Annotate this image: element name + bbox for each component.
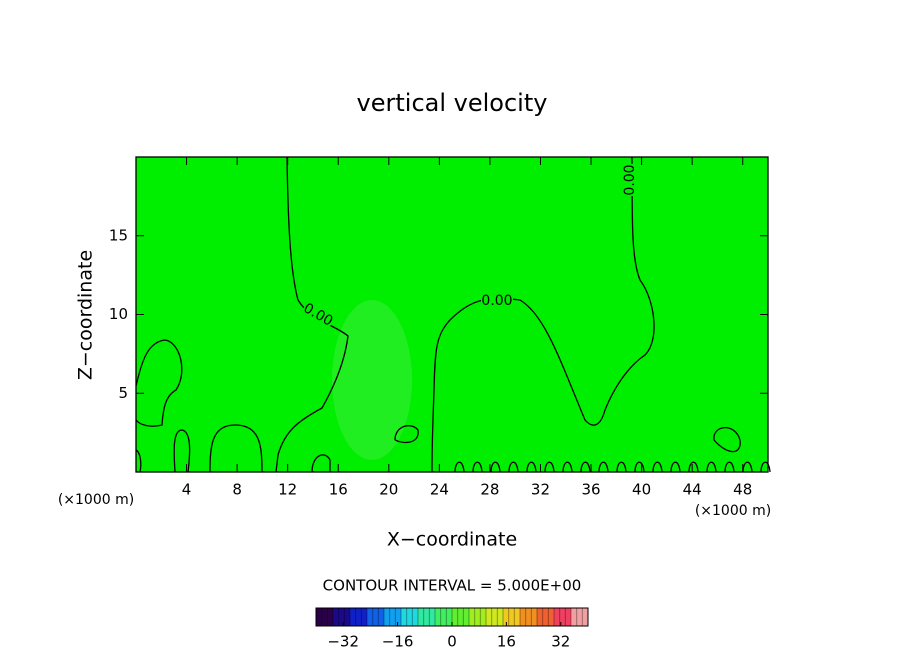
x-tick-label: 40: [632, 481, 651, 499]
contour-interval: CONTOUR INTERVAL = 5.000E+00: [323, 577, 582, 595]
colorbar-cell: [520, 608, 538, 626]
contour-line: [209, 424, 263, 473]
field: [136, 157, 768, 472]
contour-line: [688, 461, 699, 473]
colorbar-cell: [367, 608, 385, 626]
contour-label-bg: [622, 164, 638, 196]
contour-line: [472, 461, 483, 473]
contour-line: [526, 461, 537, 473]
colorbar-cell: [401, 608, 419, 626]
x-tick-label: 36: [581, 481, 600, 499]
x-tick-label: 8: [232, 481, 242, 499]
colorbar-tick-label: 0: [447, 633, 457, 651]
colorbar-cell: [418, 608, 436, 626]
contour-label-bg: [300, 300, 336, 330]
colorbar-cell: [503, 608, 521, 626]
contour-line: [652, 461, 663, 473]
colorbar-cell: [469, 608, 487, 626]
contour-line: [634, 461, 645, 473]
x-tick-label: 20: [379, 481, 398, 499]
colorbar-cell: [384, 608, 402, 626]
colorbar-tick-label: 32: [551, 633, 570, 651]
contour-line: [311, 454, 331, 473]
y-tick-label: 5: [118, 384, 128, 402]
contour-line: [508, 461, 519, 473]
contour-line: [724, 461, 735, 473]
contour-line: [431, 156, 655, 473]
colorbar-tick-label: −16: [382, 633, 414, 651]
colorbar-cell: [554, 608, 572, 626]
colorbar-cell: [452, 608, 470, 626]
colorbar-cell: [350, 608, 368, 626]
contour-line: [760, 461, 771, 473]
chart-title: vertical velocity: [357, 89, 548, 117]
x-tick-label: 28: [480, 481, 499, 499]
y-tick-label: 10: [109, 305, 128, 323]
plot-area: 0.00 0.000.00: [135, 156, 771, 473]
contour-line: [490, 461, 501, 473]
contour-line: [713, 426, 741, 453]
contour-line: [742, 461, 753, 473]
contour-line: [275, 156, 349, 473]
x-tick-label: 4: [182, 481, 192, 499]
colorbar-tick-label: −32: [327, 633, 359, 651]
contour-line: [562, 461, 573, 473]
contour-label: 0.00: [481, 293, 512, 309]
colorbar-cell: [333, 608, 351, 626]
colorbar-cell: [537, 608, 555, 626]
contour-line: [454, 461, 465, 473]
contour-label: 0.00: [622, 164, 638, 195]
contour-line: [173, 429, 191, 473]
contour-line: [706, 461, 717, 473]
contour-line: [598, 461, 609, 473]
x-tick-label: 48: [733, 481, 752, 499]
x-tick-label: 44: [683, 481, 702, 499]
x-tick-label: 12: [278, 481, 297, 499]
colorbar-cell: [316, 608, 334, 626]
x-tick-label: 16: [329, 481, 348, 499]
contour-line: [135, 449, 142, 473]
x-tick-label: 24: [430, 481, 449, 499]
colorbar-tick-label: 16: [497, 633, 516, 651]
contour-line: [580, 461, 591, 473]
y-axis-label: Z−coordinate: [75, 250, 97, 380]
x-axis-label: X−coordinate: [387, 529, 517, 551]
contour-label-bg: [481, 293, 513, 309]
x-unit-label: (×1000 m): [695, 503, 771, 519]
contour-line: [394, 425, 419, 444]
contour-line: [670, 461, 681, 473]
y-unit-label: (×1000 m): [58, 492, 134, 508]
y-tick-label: 15: [109, 226, 128, 244]
contour-line: [544, 461, 555, 473]
colorbar-cell: [571, 608, 589, 626]
colorbar-cell: [435, 608, 453, 626]
colorbar-cell: [486, 608, 504, 626]
field-patch: [332, 300, 412, 460]
contour-line: [616, 461, 627, 473]
x-tick-label: 32: [531, 481, 550, 499]
contour-line: [135, 339, 183, 427]
